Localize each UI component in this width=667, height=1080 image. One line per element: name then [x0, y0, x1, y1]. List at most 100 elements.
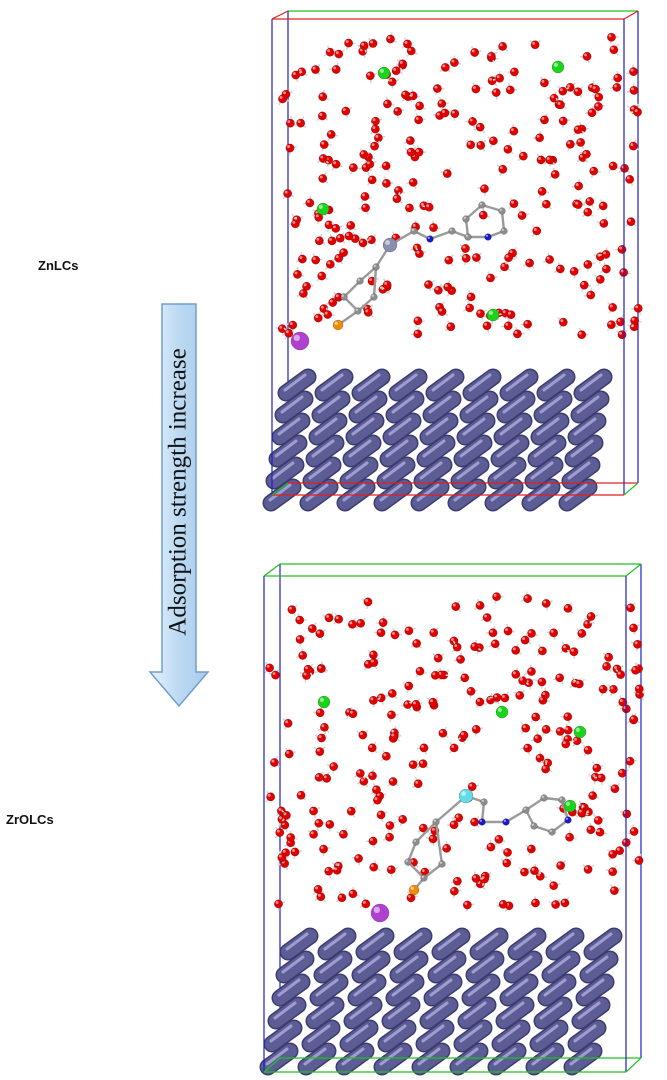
water-oxygen	[523, 319, 533, 329]
potassium-ion	[370, 903, 390, 923]
water-oxygen	[359, 776, 369, 786]
water-oxygen	[555, 726, 565, 736]
zinc-atom	[382, 237, 398, 253]
water-oxygen	[424, 202, 434, 212]
water-oxygen	[335, 233, 345, 243]
water-oxygen	[429, 628, 439, 638]
water-oxygen	[382, 280, 392, 290]
water-oxygen	[536, 155, 546, 165]
water-oxygen	[293, 269, 302, 279]
water-oxygen	[313, 884, 323, 894]
water-oxygen	[569, 647, 579, 657]
water-oxygen	[419, 743, 429, 753]
water-oxygen	[495, 73, 505, 83]
water-oxygen	[598, 684, 608, 694]
water-oxygen	[589, 166, 599, 176]
water-oxygen	[626, 217, 636, 227]
arrow-label: Adsorption strength increase	[165, 348, 192, 636]
water-oxygen	[617, 768, 627, 778]
water-oxygen	[577, 330, 587, 340]
water-oxygen	[535, 133, 545, 143]
water-oxygen	[286, 833, 296, 842]
water-oxygen	[319, 844, 329, 854]
water-oxygen	[323, 310, 333, 320]
water-oxygen	[503, 144, 513, 154]
water-oxygen	[367, 743, 377, 753]
water-oxygen	[440, 108, 450, 118]
water-oxygen	[629, 623, 638, 633]
water-oxygen	[319, 140, 329, 149]
water-oxygen	[629, 827, 639, 836]
water-oxygen	[586, 612, 596, 621]
water-oxygen	[558, 317, 568, 327]
water-oxygen	[324, 613, 334, 623]
water-oxygen	[369, 862, 379, 872]
water-oxygen	[403, 39, 412, 49]
water-oxygen	[449, 743, 459, 753]
water-oxygen	[565, 82, 575, 92]
water-oxygen	[563, 603, 573, 613]
water-oxygen	[359, 41, 369, 51]
znlcs-simulation-box	[262, 10, 643, 512]
water-oxygen	[588, 791, 598, 801]
water-oxygen	[482, 613, 492, 623]
water-oxygen	[381, 751, 391, 761]
water-oxygen	[500, 693, 510, 703]
water-oxygen	[519, 867, 529, 877]
water-oxygen	[443, 282, 453, 292]
water-oxygen	[355, 768, 365, 778]
water-oxygen	[511, 645, 521, 655]
water-oxygen	[367, 175, 377, 185]
water-oxygen	[541, 724, 551, 734]
water-oxygen	[479, 184, 489, 194]
water-oxygen	[470, 48, 480, 57]
water-oxygen	[579, 280, 589, 290]
water-oxygen	[601, 249, 611, 259]
chloride-ion	[377, 66, 391, 80]
water-oxygen	[532, 226, 542, 236]
water-oxygen	[387, 77, 397, 87]
water-oxygen	[539, 78, 549, 88]
carbon-atom	[340, 293, 348, 301]
water-oxygen	[404, 626, 414, 636]
water-oxygen	[634, 684, 644, 694]
water-oxygen	[319, 722, 329, 732]
water-oxygen	[475, 601, 485, 610]
water-oxygen	[503, 848, 512, 857]
water-oxygen	[582, 51, 592, 61]
water-oxygen	[631, 665, 641, 675]
water-oxygen	[598, 201, 608, 211]
water-oxygen	[476, 309, 485, 319]
carbon-atom	[404, 858, 412, 866]
water-oxygen	[348, 163, 358, 173]
water-oxygen	[388, 777, 398, 786]
water-oxygen	[515, 691, 525, 700]
water-oxygen	[629, 715, 639, 724]
water-oxygen	[298, 650, 308, 660]
water-oxygen	[609, 886, 619, 896]
carbon-atom	[530, 822, 538, 830]
water-oxygen	[466, 292, 476, 302]
water-oxygen	[295, 615, 305, 625]
water-oxygen	[462, 900, 472, 910]
water-oxygen	[518, 676, 528, 686]
water-oxygen	[606, 320, 616, 330]
water-oxygen	[363, 307, 373, 317]
water-oxygen	[565, 139, 575, 149]
chloride-ion	[563, 799, 577, 813]
water-oxygen	[608, 161, 618, 171]
chloride-ion	[486, 308, 500, 322]
chloride-ion	[573, 725, 587, 739]
water-oxygen	[356, 618, 366, 628]
water-oxygen	[583, 864, 593, 874]
water-oxygen	[365, 71, 375, 81]
water-oxygen	[460, 673, 470, 683]
carbon-atom	[372, 263, 380, 271]
water-oxygen	[394, 186, 403, 195]
water-oxygen	[314, 236, 324, 246]
carbon-atom	[558, 796, 566, 804]
bond	[560, 799, 570, 821]
water-oxygen	[446, 322, 456, 332]
water-oxygen	[382, 178, 391, 188]
water-oxygen	[385, 34, 395, 44]
